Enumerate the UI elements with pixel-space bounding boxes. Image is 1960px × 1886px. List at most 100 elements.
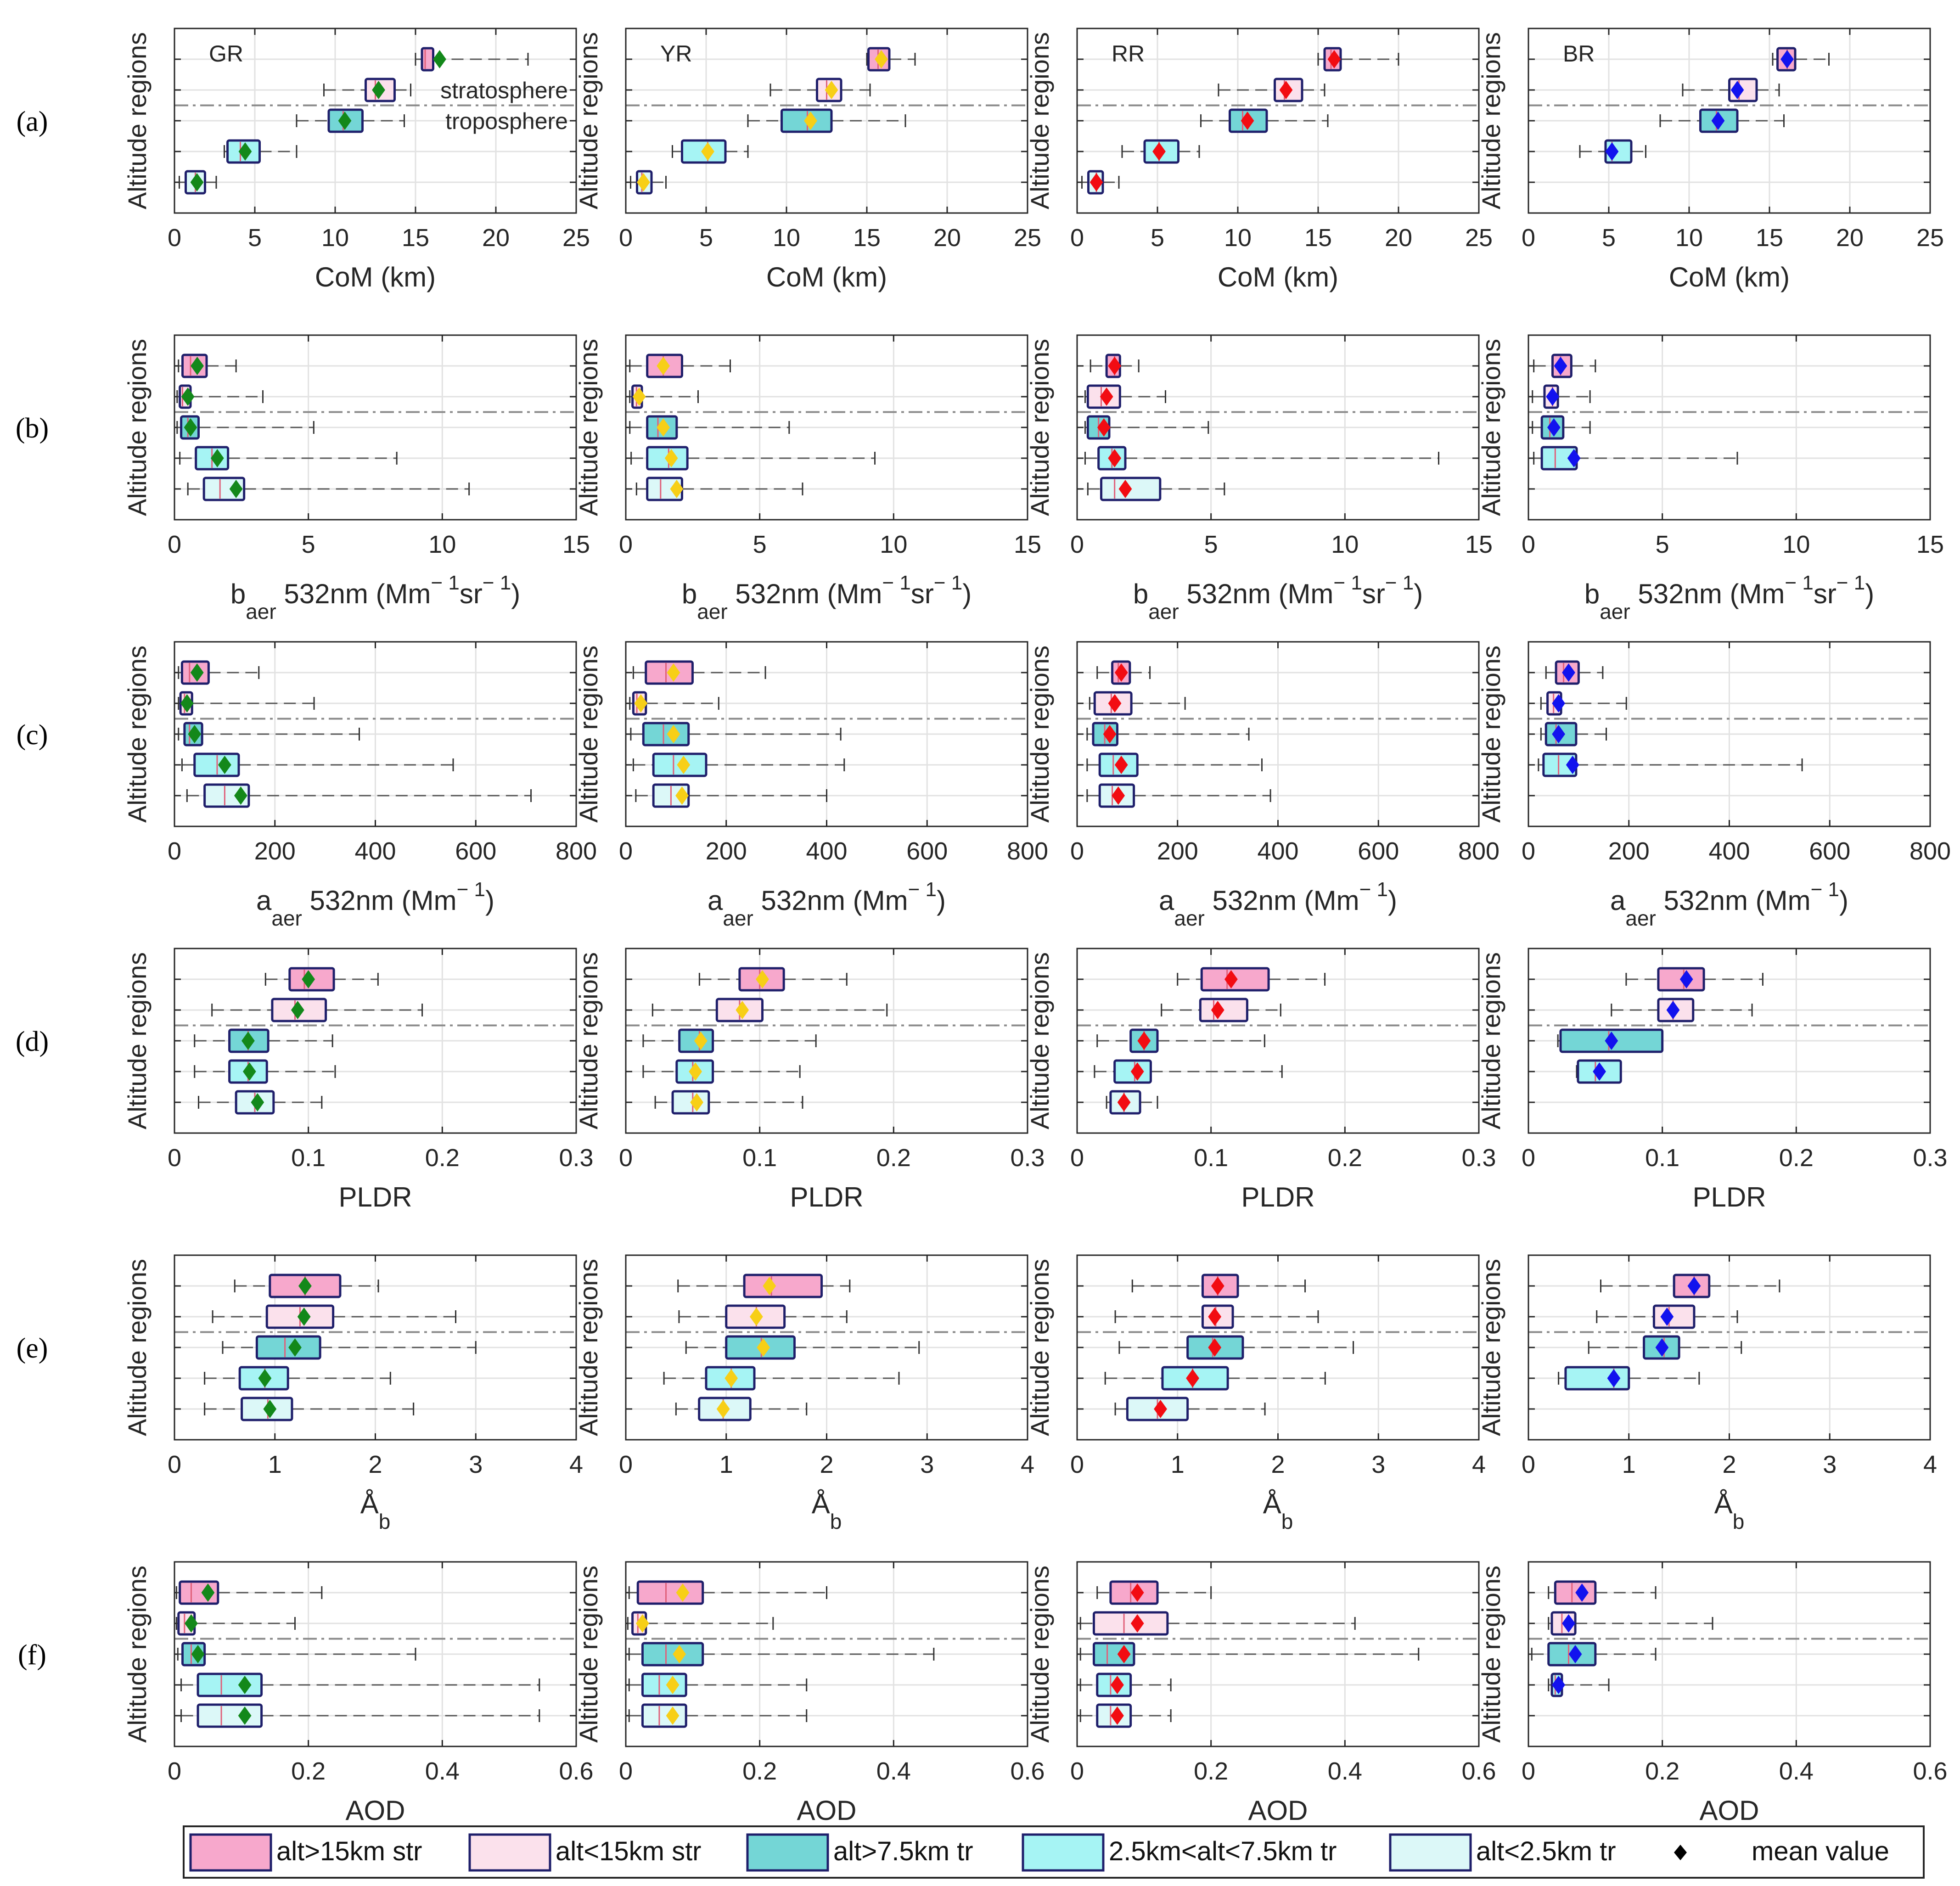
iqr-box [1092,1611,1169,1636]
panel-0-2: 0 5 10 15 20 25 RR Altitude regions CoM (km) [1025,28,1493,292]
x-tick-label: 15 [1014,531,1041,558]
x-tick-label: 0.3 [1913,1144,1947,1172]
mean-marker [1108,449,1122,467]
panel-0-0: 0 5 10 15 20 25 GR stratosphere troposphere Altit… [123,28,590,292]
legend-label-3: 2.5km<alt<7.5km tr [1109,1836,1337,1866]
x-tick-label: 0 [1070,531,1084,558]
box-4 [180,1703,540,1728]
mean-marker [258,1369,272,1387]
panel-0-1: 0 5 10 15 20 25 YR Altitude regions CoM (km) [574,28,1041,292]
box-1 [627,1611,774,1636]
x-tick-label: 15 [402,224,429,252]
box-3 [1579,139,1646,164]
legend-label-4: alt<2.5km tr [1476,1836,1616,1866]
x-axis-label: PLDR [1692,1182,1766,1212]
box-1 [1079,1611,1356,1636]
x-tick-label: 0.2 [1328,1144,1362,1172]
panel-4-0: 0 1 2 3 4 Altitude regions Åb [123,1254,583,1533]
x-tick-label: 0.2 [291,1757,326,1785]
y-axis-label: Altitude regions [123,952,152,1129]
x-axis-label: PLDR [790,1182,863,1212]
box-4 [654,1090,803,1115]
x-tick-label: 0.1 [1194,1144,1228,1172]
mean-marker [667,725,680,743]
y-axis-label: Altitude regions [1025,32,1054,209]
box-1 [678,1304,848,1329]
mean-marker [1154,1400,1167,1418]
box-2 [1557,1028,1664,1053]
x-tick-label: 400 [1708,837,1750,865]
box-4 [204,1397,415,1421]
box-1 [1218,78,1325,102]
box-0 [175,1580,323,1605]
mean-marker [1108,694,1122,713]
panel-2-2: 0 200 400 600 800 Altitude regions aaer 532nm … [1025,641,1499,930]
box-0 [1096,1580,1212,1605]
box-2 [1531,1642,1657,1667]
box-2 [194,1028,333,1053]
mean-marker [1568,1645,1582,1663]
y-axis-label: Altitude regions [1025,339,1054,516]
x-tick-label: 2 [820,1451,833,1478]
mean-marker [1655,1338,1669,1357]
x-tick-label: 0.1 [291,1144,326,1172]
x-tick-label: 0 [619,224,633,252]
x-tick-label: 1 [268,1451,282,1478]
x-tick-label: 800 [1909,837,1951,865]
mean-marker [1566,756,1579,774]
x-tick-label: 1 [1622,1451,1636,1478]
box-2 [178,722,360,747]
iqr-box [197,1673,263,1697]
legend-swatch-1 [468,1833,551,1872]
panel-4-1: 0 1 2 3 4 Altitude regions Åb [574,1254,1034,1533]
box-3 [1104,1366,1326,1391]
box-2 [642,1028,817,1053]
mean-marker [191,1645,205,1663]
mean-marker [1137,1032,1151,1050]
x-axis-label: CoM (km) [766,262,887,292]
x-tick-label: 15 [1916,531,1944,558]
y-axis-label: Altitude regions [574,32,603,209]
x-tick-label: 0.3 [1461,1144,1496,1172]
box-0 [866,47,916,72]
x-tick-label: 2 [1271,1451,1285,1478]
box-1 [1540,691,1627,716]
mean-marker [677,756,691,774]
x-tick-label: 25 [562,224,590,252]
legend-mean-marker [1674,1845,1687,1860]
mean-marker [757,1338,770,1357]
x-tick-label: 0.4 [1328,1757,1362,1785]
panel-5-3: 0 0.2 0.4 0.6 Altitude regions AOD [1477,1561,1948,1826]
box-0 [632,660,766,685]
box-4 [1081,170,1120,195]
panel-1-0: 0 5 10 15 Altitude regions baer 532nm (Mm− 1s… [123,334,590,623]
x-tick-label: 25 [1916,224,1944,252]
x-tick-label: 4 [1472,1451,1486,1478]
x-tick-label: 10 [1224,224,1252,252]
legend-label-0: alt>15km str [276,1836,422,1866]
mean-marker [372,81,385,99]
mean-marker [637,173,650,191]
panel-title: YR [660,41,692,67]
box-1 [1682,78,1780,102]
box-4 [186,783,532,808]
mean-marker [666,1676,680,1694]
iqr-box [203,783,250,808]
x-tick-label: 0 [619,1144,633,1172]
mean-marker [297,1308,311,1326]
y-axis-label: Altitude regions [1025,646,1054,823]
x-tick-label: 0.2 [1645,1757,1679,1785]
mean-marker [1211,1001,1224,1019]
box-1 [1532,384,1591,409]
x-tick-label: 10 [321,224,349,252]
box-1 [1548,1611,1713,1636]
box-4 [187,477,470,501]
box-2 [1118,1335,1354,1360]
mean-marker [632,387,646,406]
mean-marker [724,1369,738,1387]
box-1 [1596,1304,1738,1329]
mean-marker [1114,663,1128,682]
legend-label-1: alt<15km str [556,1836,702,1866]
x-tick-label: 0 [168,531,181,558]
box-3 [628,1673,808,1697]
